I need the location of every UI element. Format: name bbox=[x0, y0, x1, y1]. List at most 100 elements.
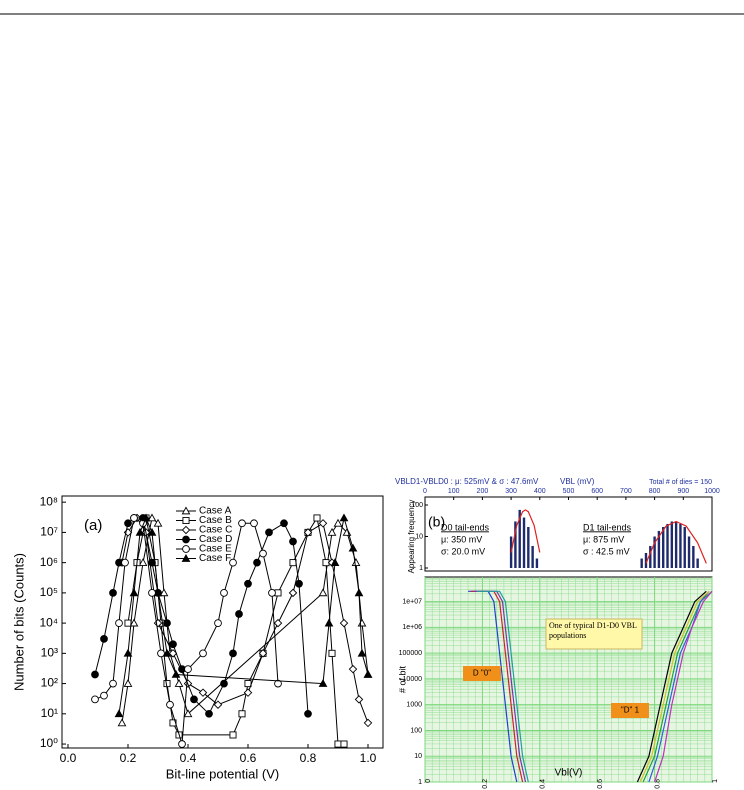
bar bbox=[683, 527, 686, 568]
series-line bbox=[654, 590, 713, 783]
marker bbox=[288, 588, 298, 598]
marker bbox=[351, 558, 361, 566]
marker bbox=[159, 588, 169, 597]
marker bbox=[304, 709, 312, 718]
y-tick-label: 10⁸ bbox=[40, 494, 58, 508]
y-tick-label: 10⁶ bbox=[40, 555, 58, 569]
annotation-box bbox=[463, 666, 501, 681]
marker bbox=[354, 695, 364, 704]
y-tick-label: 1000 bbox=[406, 702, 422, 709]
bar bbox=[531, 545, 534, 568]
bar bbox=[666, 523, 669, 568]
x-tick-label: 0 bbox=[425, 779, 432, 783]
marker bbox=[280, 519, 288, 528]
marker bbox=[135, 527, 145, 536]
x-tick-label: 1.0 bbox=[360, 751, 377, 765]
marker bbox=[123, 648, 133, 657]
chart-title: VBLD1-VBLD0 : μ: 525mV & σ : 47.6mV bbox=[395, 477, 539, 486]
marker bbox=[153, 618, 163, 628]
marker bbox=[348, 543, 358, 552]
marker bbox=[363, 669, 373, 678]
marker bbox=[229, 731, 237, 739]
marker bbox=[184, 665, 192, 674]
fit-curve bbox=[645, 520, 707, 564]
marker bbox=[333, 518, 343, 527]
marker bbox=[220, 679, 228, 688]
marker bbox=[166, 700, 174, 709]
x-tick-label: 900 bbox=[677, 488, 689, 495]
annotation-wrap: One of typical D1-D0 VBL populations bbox=[549, 621, 637, 640]
x-axis-label: VBL (mV) bbox=[560, 477, 595, 486]
annotation: One of typical D1-D0 VBL populations bbox=[549, 621, 637, 640]
y-tick-label: 10⁷ bbox=[40, 525, 58, 539]
bar bbox=[514, 521, 517, 568]
y-tick-label: 10⁵ bbox=[40, 585, 58, 599]
y-tick-label: 10 bbox=[414, 753, 422, 760]
legend-label: Case A bbox=[199, 506, 232, 517]
y-tick-label: 1e+06 bbox=[402, 624, 422, 631]
bar bbox=[527, 527, 530, 568]
marker bbox=[214, 619, 222, 627]
y-tick-label: 10¹ bbox=[41, 706, 58, 720]
marker bbox=[121, 558, 129, 567]
x-tick-label: 200 bbox=[477, 488, 489, 495]
marker bbox=[324, 618, 334, 627]
marker bbox=[268, 589, 276, 597]
annotation: μ: 875 mV bbox=[583, 534, 624, 544]
y-axis-label: # of bit bbox=[397, 665, 407, 693]
y-tick-label: 10000 bbox=[403, 676, 423, 683]
y-axis-label: Number of bits (Counts) bbox=[11, 553, 26, 691]
y-tick-label: 10⁰ bbox=[40, 736, 58, 750]
marker bbox=[115, 619, 123, 627]
x-tick-label: 0.6 bbox=[597, 779, 604, 789]
marker bbox=[205, 709, 213, 718]
legend-label: Case E bbox=[199, 544, 232, 555]
marker bbox=[91, 695, 99, 704]
marker bbox=[328, 649, 336, 657]
marker bbox=[163, 619, 171, 627]
bar bbox=[649, 545, 652, 568]
x-tick-label: 0.8 bbox=[300, 751, 317, 765]
marker bbox=[354, 588, 364, 597]
marker bbox=[109, 589, 117, 597]
marker bbox=[178, 740, 186, 748]
marker bbox=[183, 709, 193, 718]
bar bbox=[653, 536, 656, 568]
annotation: D0 tail-ends bbox=[441, 522, 490, 532]
marker bbox=[129, 588, 139, 597]
panel-label: (b) bbox=[428, 514, 445, 530]
fit-curve bbox=[510, 509, 541, 553]
x-tick-label: 1 bbox=[712, 779, 719, 783]
marker bbox=[339, 618, 349, 628]
legend-marker bbox=[181, 506, 191, 515]
marker bbox=[129, 618, 139, 627]
marker bbox=[330, 558, 340, 566]
legend-marker bbox=[182, 545, 190, 553]
marker bbox=[318, 679, 328, 687]
y-tick-label: 100 bbox=[411, 502, 423, 509]
marker bbox=[229, 649, 237, 658]
y-tick-label: 10³ bbox=[41, 646, 58, 660]
marker bbox=[162, 648, 172, 657]
y-tick-label: 10⁴ bbox=[39, 615, 58, 629]
x-tick-label: 0.2 bbox=[482, 779, 489, 789]
legend-label: Case D bbox=[199, 534, 232, 545]
bar bbox=[670, 521, 674, 568]
marker bbox=[265, 528, 273, 537]
marker bbox=[289, 537, 297, 546]
marker bbox=[339, 513, 349, 522]
series-line bbox=[639, 590, 710, 783]
marker bbox=[334, 740, 342, 748]
x-tick-label: 0.8 bbox=[654, 779, 661, 789]
marker bbox=[250, 519, 258, 528]
series-line bbox=[121, 517, 369, 724]
x-tick-label: 800 bbox=[649, 488, 661, 495]
marker bbox=[117, 718, 127, 727]
marker bbox=[169, 640, 177, 649]
y-tick-label: 1e+07 bbox=[402, 598, 422, 605]
y-tick-label: 100000 bbox=[399, 650, 422, 657]
annotation: D "0" bbox=[473, 669, 491, 678]
x-tick-label: 1000 bbox=[704, 488, 720, 495]
marker bbox=[340, 740, 348, 748]
